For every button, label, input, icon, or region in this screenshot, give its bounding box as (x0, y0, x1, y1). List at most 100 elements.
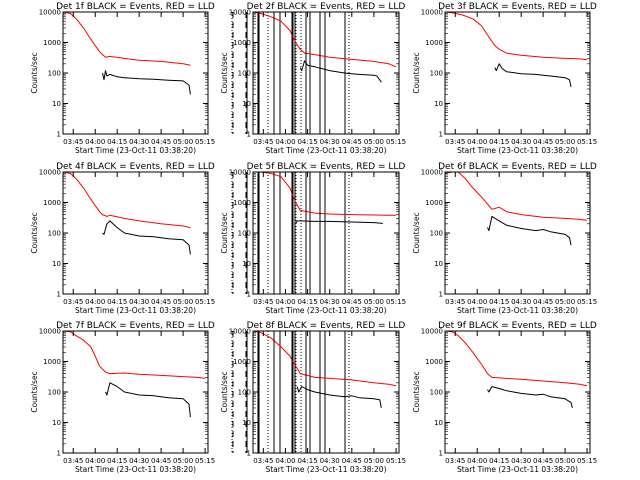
x-tick-label: 04:45 (151, 298, 171, 306)
x-tick-label: 05:15 (386, 298, 406, 306)
y-tick-label: 10 (434, 100, 443, 108)
y-tick-label: 1000 (233, 39, 251, 47)
x-tick-label: 04:30 (320, 138, 340, 146)
series-line-events (296, 386, 382, 408)
series-line-lld (444, 330, 588, 387)
x-tick-label: 04:00 (85, 298, 105, 306)
x-axis-label: Start Time (23-Oct-11 03:38:20) (457, 306, 578, 315)
series-line-events (487, 215, 572, 246)
y-tick-label: 10 (52, 260, 61, 268)
x-tick-label: 05:00 (173, 138, 193, 146)
y-tick-label: 1000 (425, 199, 443, 207)
panel-title: Det 9f BLACK = Events, RED = LLD (438, 321, 597, 331)
x-tick-label: 04:15 (489, 298, 509, 306)
y-tick-label: 10000 (39, 328, 61, 336)
y-tick-label: 10000 (421, 9, 443, 17)
series-line-events (102, 70, 191, 95)
series-line-events (105, 382, 191, 418)
y-axis-label: Counts/sec (412, 52, 421, 93)
x-tick-label: 05:15 (386, 457, 406, 465)
y-tick-label: 100 (48, 389, 61, 397)
series-line-lld (252, 11, 397, 68)
x-tick-label: 04:45 (151, 457, 171, 465)
plot-frame (252, 11, 400, 135)
x-tick-label: 04:45 (342, 138, 362, 146)
y-tick-label: 1 (247, 131, 251, 139)
x-axis-label: Start Time (23-Oct-11 03:38:20) (265, 146, 386, 155)
plot-frame (444, 330, 591, 454)
x-tick-label: 04:45 (533, 138, 553, 146)
detector-panel-2: Det 2f BLACK = Events, RED = LLD 1 10 100 10… (220, 2, 406, 155)
y-axis-label: Counts/sec (220, 371, 229, 412)
x-tick-label: 04:30 (320, 298, 340, 306)
plot-frame (252, 171, 400, 295)
y-tick-label: 10000 (229, 169, 251, 177)
x-tick-label: 04:00 (275, 298, 295, 306)
y-tick-label: 100 (238, 70, 251, 78)
x-tick-label: 03:45 (445, 138, 465, 146)
x-tick-label: 04:30 (320, 457, 340, 465)
x-tick-label: 03:45 (253, 298, 273, 306)
x-tick-label: 04:00 (85, 138, 105, 146)
y-tick-label: 10 (242, 260, 251, 268)
y-tick-label: 10 (242, 100, 251, 108)
y-axis-label: Counts/sec (30, 371, 39, 412)
x-tick-label: 04:00 (275, 457, 295, 465)
x-axis-label: Start Time (23-Oct-11 03:38:20) (457, 465, 578, 474)
detector-panel-3: Det 3f BLACK = Events, RED = LLD11010010… (231, 2, 597, 155)
x-tick-label: 04:15 (489, 457, 509, 465)
x-tick-label: 04:00 (467, 457, 487, 465)
y-tick-label: 10000 (39, 9, 61, 17)
y-tick-label: 100 (48, 70, 61, 78)
detector-panel-4: Det 4f BLACK = Events, RED = LLD11010010… (30, 162, 302, 315)
x-tick-label: 04:15 (297, 298, 317, 306)
x-tick-label: 03:45 (63, 457, 83, 465)
x-tick-label: 04:30 (129, 138, 149, 146)
x-tick-label: 05:00 (173, 457, 193, 465)
x-tick-label: 05:15 (386, 138, 406, 146)
panel-title: Det 7f BLACK = Events, RED = LLD (56, 321, 215, 331)
y-tick-label: 1000 (43, 358, 61, 366)
series-line-events (299, 60, 382, 83)
y-axis-label: Counts/sec (30, 52, 39, 93)
detector-panel-8: Det 8f BLACK = Events, RED = LLD 1 10 100 10… (220, 321, 406, 474)
panel-title: Det 2f BLACK = Events, RED = LLD (247, 2, 406, 12)
x-tick-label: 04:30 (511, 298, 531, 306)
x-tick-label: 05:00 (555, 138, 575, 146)
y-tick-label: 10 (242, 419, 251, 427)
y-tick-label: 100 (430, 389, 443, 397)
x-tick-label: 04:15 (297, 457, 317, 465)
y-tick-label: 10 (52, 419, 61, 427)
y-tick-label: 100 (48, 230, 61, 238)
x-tick-label: 04:15 (297, 138, 317, 146)
series-line-lld (444, 11, 588, 61)
x-tick-label: 04:45 (533, 457, 553, 465)
series-line-lld (252, 330, 397, 387)
detector-panel-7: Det 7f BLACK = Events, RED = LLD11010010… (30, 321, 302, 474)
x-tick-label: 03:45 (63, 138, 83, 146)
y-axis-label: Counts/sec (30, 212, 39, 253)
series-line-events (295, 220, 383, 225)
detector-panel-9: Det 9f BLACK = Events, RED = LLD 1 10 100 10… (231, 321, 597, 474)
x-tick-label: 05:00 (555, 457, 575, 465)
y-tick-label: 10 (434, 260, 443, 268)
series-line-lld (62, 330, 206, 379)
x-axis-label: Start Time (23-Oct-11 03:38:20) (75, 465, 196, 474)
y-tick-label: 10000 (229, 328, 251, 336)
y-tick-label: 1000 (43, 39, 61, 47)
plot-frame (62, 330, 209, 454)
series-line-events (487, 386, 573, 409)
series-line-lld (62, 171, 191, 229)
y-tick-label: 1 (247, 291, 251, 299)
plot-frame (252, 330, 400, 454)
x-tick-label: 04:45 (151, 138, 171, 146)
detector-panel-1: Det 1f BLACK = Events, RED = LLD 1 10 100 10… (30, 2, 302, 155)
y-tick-label: 10 (434, 419, 443, 427)
y-tick-label: 1 (439, 450, 443, 458)
x-tick-label: 05:00 (364, 138, 384, 146)
panel-title: Det 1f BLACK = Events, RED = LLD (56, 2, 215, 12)
x-tick-label: 04:15 (107, 298, 127, 306)
y-axis-label: Counts/sec (412, 212, 421, 253)
x-tick-label: 04:45 (342, 298, 362, 306)
